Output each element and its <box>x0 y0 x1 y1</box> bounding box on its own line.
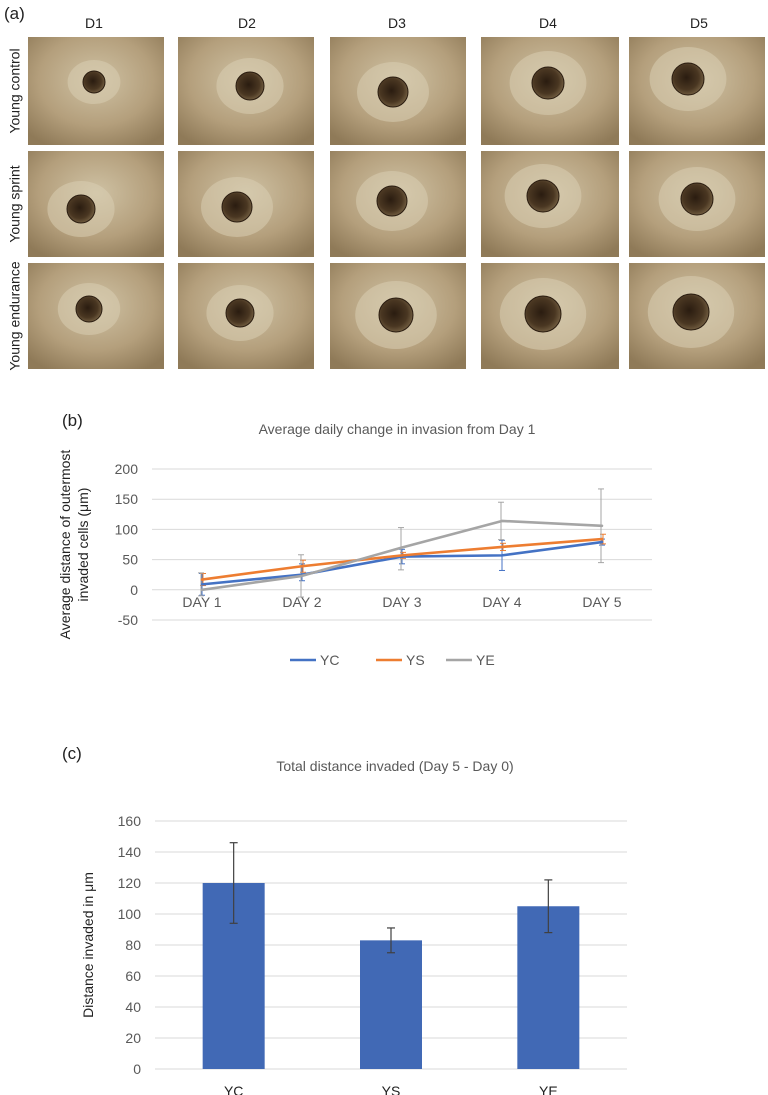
row-label: Young sprint <box>7 165 23 242</box>
column-header: D3 <box>388 15 406 31</box>
y-tick-label: 100 <box>118 906 142 922</box>
y-tick-label: 80 <box>125 937 141 953</box>
x-tick-label: DAY 5 <box>582 594 621 610</box>
spheroid <box>377 76 409 108</box>
line-chart: Average daily change in invasion from Da… <box>57 421 652 668</box>
bar <box>517 906 580 1069</box>
y-tick-label: -50 <box>118 612 138 628</box>
column-header: D4 <box>539 15 557 31</box>
x-tick-label: DAY 4 <box>482 594 521 610</box>
panel-b-label: (b) <box>62 411 83 430</box>
y-tick-label: 200 <box>115 461 139 477</box>
spheroid <box>66 194 96 224</box>
y-tick-label: 120 <box>118 875 142 891</box>
x-tick-label: DAY 2 <box>282 594 321 610</box>
spheroid <box>531 66 565 100</box>
legend-label: YE <box>476 652 495 668</box>
spheroid <box>82 70 106 94</box>
spheroid <box>378 297 414 333</box>
y-tick-label: 150 <box>115 491 139 507</box>
spheroid <box>235 71 265 101</box>
x-tick-label: YE <box>539 1083 558 1095</box>
legend-label: YS <box>406 652 425 668</box>
x-tick-label: YC <box>224 1083 243 1095</box>
spheroid <box>376 185 408 217</box>
x-tick-label: DAY 1 <box>182 594 221 610</box>
series-line-ys <box>200 537 604 581</box>
y-axis-label: Distance invaded in μm <box>80 872 96 1018</box>
y-axis-label-line: Average distance of outermost <box>57 450 73 640</box>
x-tick-label: DAY 3 <box>382 594 421 610</box>
y-tick-label: 0 <box>133 1061 141 1077</box>
spheroid <box>671 62 705 96</box>
bar-chart: Total distance invaded (Day 5 - Day 0) 0 2… <box>80 758 627 1095</box>
column-header: D2 <box>238 15 256 31</box>
legend-label: YC <box>320 652 339 668</box>
row-label: Young control <box>7 48 23 133</box>
panel-a-label: (a) <box>4 4 25 23</box>
y-axis-label-line: invaded cells (μm) <box>75 488 91 602</box>
y-tick-label: 60 <box>125 968 141 984</box>
y-tick-label: 140 <box>118 844 142 860</box>
y-tick-label: 0 <box>130 582 138 598</box>
y-tick-label: 50 <box>122 552 138 568</box>
y-axis-label: Average distance of outermost invaded cel… <box>57 450 91 640</box>
bar <box>360 940 422 1069</box>
spheroid-image-grid: D1 D2 D3 D4 D5 Young control Young sprint Young… <box>7 15 765 371</box>
column-header: D5 <box>690 15 708 31</box>
spheroid <box>680 182 714 216</box>
x-tick-label: YS <box>382 1083 401 1095</box>
spheroid <box>225 298 255 328</box>
chart-title: Average daily change in invasion from Da… <box>259 421 536 437</box>
chart-title: Total distance invaded (Day 5 - Day 0) <box>276 758 513 774</box>
series-line-ye <box>200 519 604 592</box>
y-tick-label: 40 <box>125 999 141 1015</box>
y-tick-label: 20 <box>125 1030 141 1046</box>
y-tick-label: 100 <box>115 521 139 537</box>
row-label: Young endurance <box>7 261 23 370</box>
spheroid <box>672 293 710 331</box>
spheroid <box>524 295 562 333</box>
panel-c-label: (c) <box>62 744 82 763</box>
column-header: D1 <box>85 15 103 31</box>
spheroid <box>75 295 103 323</box>
spheroid <box>526 179 560 213</box>
spheroid <box>221 191 253 223</box>
y-tick-label: 160 <box>118 813 142 829</box>
